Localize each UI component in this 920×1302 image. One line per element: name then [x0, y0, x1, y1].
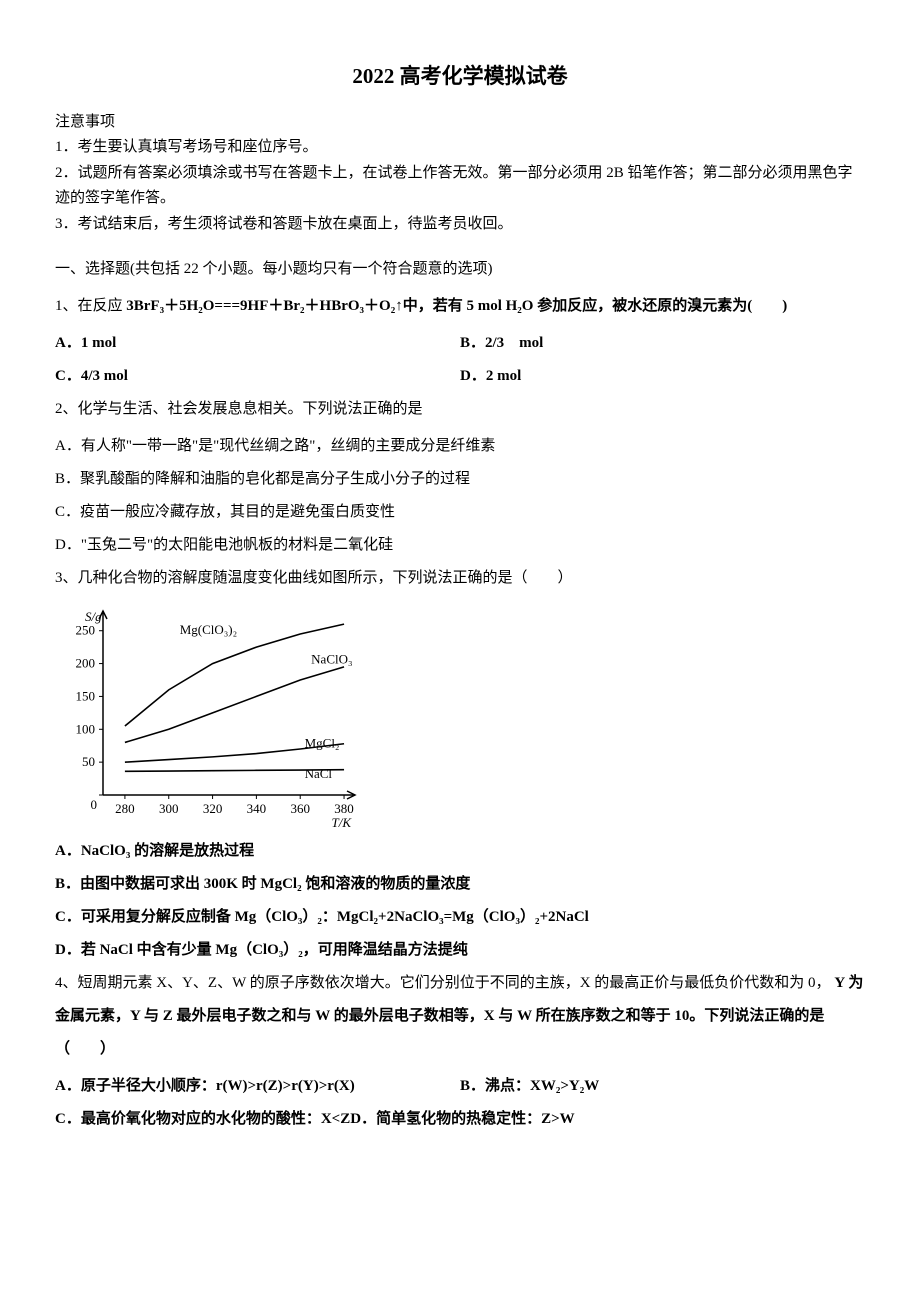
svg-text:300: 300 — [159, 801, 179, 816]
q1-optC: C．4/3 mol — [55, 368, 128, 384]
svg-text:320: 320 — [203, 801, 223, 816]
svg-text:Mg(ClO₃)₂: Mg(ClO₃)₂ — [180, 622, 237, 637]
svg-text:S/g: S/g — [85, 609, 102, 624]
q3-optB: B．由图中数据可求出 300K 时 MgCl₂ 饱和溶液的物质的量浓度 — [55, 876, 470, 892]
q4-stem-line1: 4、短周期元素 X、Y、Z、W 的原子序数依次增大。它们分别位于不同的主族，X … — [55, 975, 831, 991]
notice-item-3: 3．考试结束后，考生须将试卷和答题卡放在桌面上，待监考员收回。 — [55, 212, 865, 238]
svg-text:0: 0 — [91, 797, 98, 812]
q2-optB: B．聚乳酸酯的降解和油脂的皂化都是高分子生成小分子的过程 — [55, 463, 865, 496]
q1-optB: B．2/3 mol — [460, 335, 543, 351]
q1-prefix: 1、在反应 — [55, 298, 126, 314]
q2-optA: A．有人称"一带一路"是"现代丝绸之路"，丝绸的主要成分是纤维素 — [55, 430, 865, 463]
q3-optA: A．NaClO₃ 的溶解是放热过程 — [55, 843, 254, 859]
q4-options-row1: A．原子半径大小顺序：r(W)>r(Z)>r(Y)>r(X) B．沸点：XW₂>… — [55, 1070, 865, 1103]
q2-stem: 2、化学与生活、社会发展息息相关。下列说法正确的是 — [55, 393, 865, 426]
section1-header: 一、选择题(共包括 22 个小题。每小题均只有一个符合题意的选项) — [55, 257, 865, 278]
solubility-chart: 50 100 150 200 250 0 280 300 320 340 360 380 S/g T/K M… — [55, 601, 865, 831]
q1-stem: 1、在反应 3BrF₃＋5H₂O===9HF＋Br₂＋HBrO₃＋O₂↑中，若有… — [55, 290, 865, 323]
q1-optA: A．1 mol — [55, 335, 116, 351]
q1-formula: 3BrF₃＋5H₂O===9HF＋Br₂＋HBrO₃＋O₂↑ — [126, 298, 402, 314]
notice-item-2: 2．试题所有答案必须填涂或书写在答题卡上，在试卷上作答无效。第一部分必须用 2B… — [55, 161, 865, 212]
q3-optC: C．可采用复分解反应制备 Mg（ClO₃）₂：MgCl₂+2NaClO₃=Mg（… — [55, 909, 589, 925]
q4-optB: B．沸点：XW₂>Y₂W — [460, 1078, 599, 1094]
q4-stem: 4、短周期元素 X、Y、Z、W 的原子序数依次增大。它们分别位于不同的主族，X … — [55, 967, 865, 1066]
q1-options-row2: C．4/3 mol D．2 mol — [55, 360, 865, 393]
svg-text:MgCl₂: MgCl₂ — [305, 736, 340, 751]
q4-optD: D．简单氢化物的热稳定性：Z>W — [350, 1111, 574, 1127]
svg-text:250: 250 — [76, 623, 96, 638]
svg-text:NaCl: NaCl — [305, 766, 333, 781]
q4-optA: A．原子半径大小顺序：r(W)>r(Z)>r(Y)>r(X) — [55, 1078, 355, 1094]
svg-text:380: 380 — [334, 801, 354, 816]
notice-label: 注意事项 — [55, 110, 865, 131]
q3-optD: D．若 NaCl 中含有少量 Mg（ClO₃）₂，可用降温结晶方法提纯 — [55, 942, 468, 958]
svg-text:150: 150 — [76, 688, 96, 703]
svg-text:340: 340 — [247, 801, 266, 816]
svg-text:T/K: T/K — [331, 815, 352, 830]
svg-text:280: 280 — [115, 801, 135, 816]
svg-text:NaClO₃: NaClO₃ — [311, 652, 352, 667]
q1-optD: D．2 mol — [460, 368, 521, 384]
svg-text:360: 360 — [290, 801, 310, 816]
q3-stem: 3、几种化合物的溶解度随温度变化曲线如图所示，下列说法正确的是（ ） — [55, 562, 865, 595]
svg-text:200: 200 — [76, 656, 96, 671]
q4-optC: C．最高价氧化物对应的水化物的酸性：X<Z — [55, 1111, 350, 1127]
q1-options-row1: A．1 mol B．2/3 mol — [55, 327, 865, 360]
notice-item-1: 1．考生要认真填写考场号和座位序号。 — [55, 135, 865, 161]
chart-svg: 50 100 150 200 250 0 280 300 320 340 360 380 S/g T/K M… — [55, 601, 365, 831]
page-title: 2022 高考化学模拟试卷 — [55, 60, 865, 90]
q1-suffix: 中，若有 5 mol H₂O 参加反应，被水还原的溴元素为( ) — [403, 298, 788, 314]
svg-text:100: 100 — [76, 721, 96, 736]
svg-text:50: 50 — [82, 754, 95, 769]
q2-optD: D．"玉兔二号"的太阳能电池帆板的材料是二氧化硅 — [55, 529, 865, 562]
q2-optC: C．疫苗一般应冷藏存放，其目的是避免蛋白质变性 — [55, 496, 865, 529]
